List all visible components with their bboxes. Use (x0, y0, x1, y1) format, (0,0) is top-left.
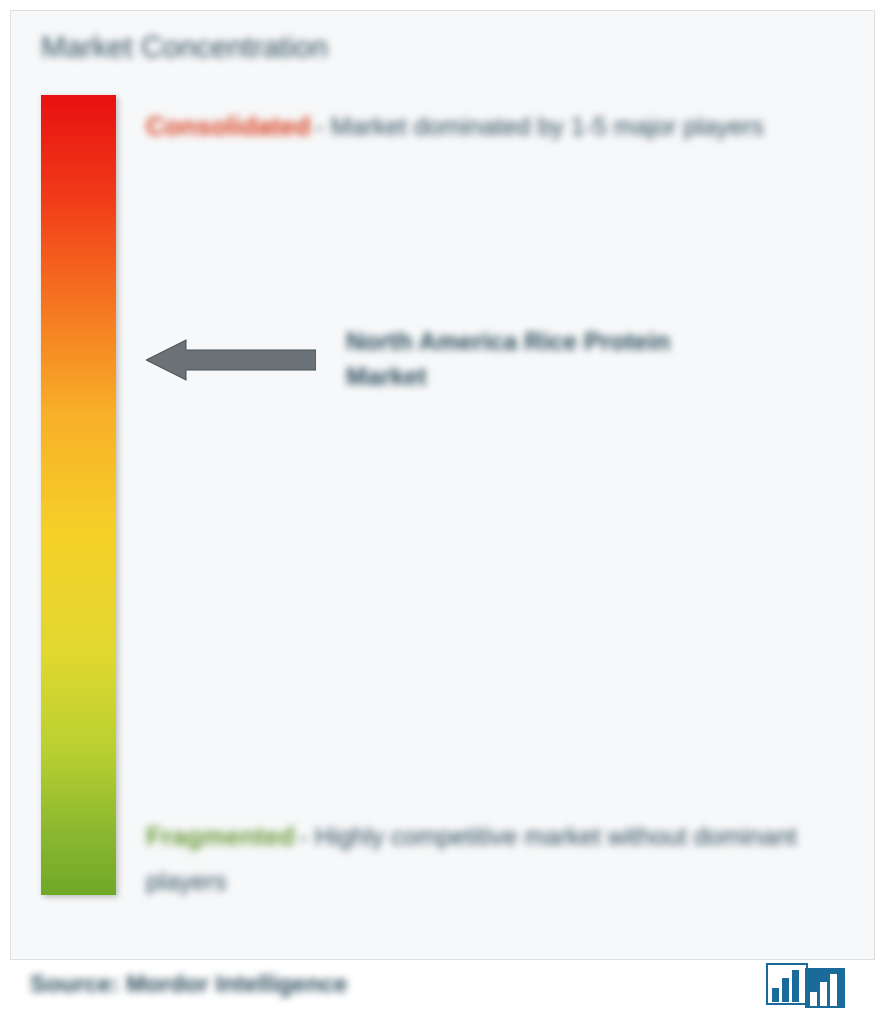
arrow-left-icon (146, 335, 316, 385)
source-attribution: Source: Mordor Intelligence (30, 971, 347, 999)
market-name-label: North America Rice Protein Market (346, 325, 726, 395)
infographic-container: Market Concentration Consolidated - Mark… (10, 10, 875, 960)
content-area: Consolidated - Market dominated by 1-5 m… (11, 75, 874, 925)
market-pointer: North America Rice Protein Market (146, 325, 726, 395)
fragmented-block: Fragmented - Highly competitive market w… (146, 815, 824, 905)
footer: Source: Mordor Intelligence (30, 960, 855, 1010)
chart-title: Market Concentration (11, 11, 874, 75)
consolidated-description: Market dominated by 1-5 major players (330, 113, 764, 141)
concentration-gradient-bar (41, 95, 116, 895)
brand-logo-icon (765, 960, 855, 1010)
fragmented-separator: - (299, 823, 314, 851)
annotations-area: Consolidated - Market dominated by 1-5 m… (116, 95, 844, 905)
consolidated-block: Consolidated - Market dominated by 1-5 m… (146, 105, 824, 150)
consolidated-separator: - (315, 113, 330, 141)
consolidated-label: Consolidated (146, 111, 311, 141)
fragmented-label: Fragmented (146, 821, 295, 851)
